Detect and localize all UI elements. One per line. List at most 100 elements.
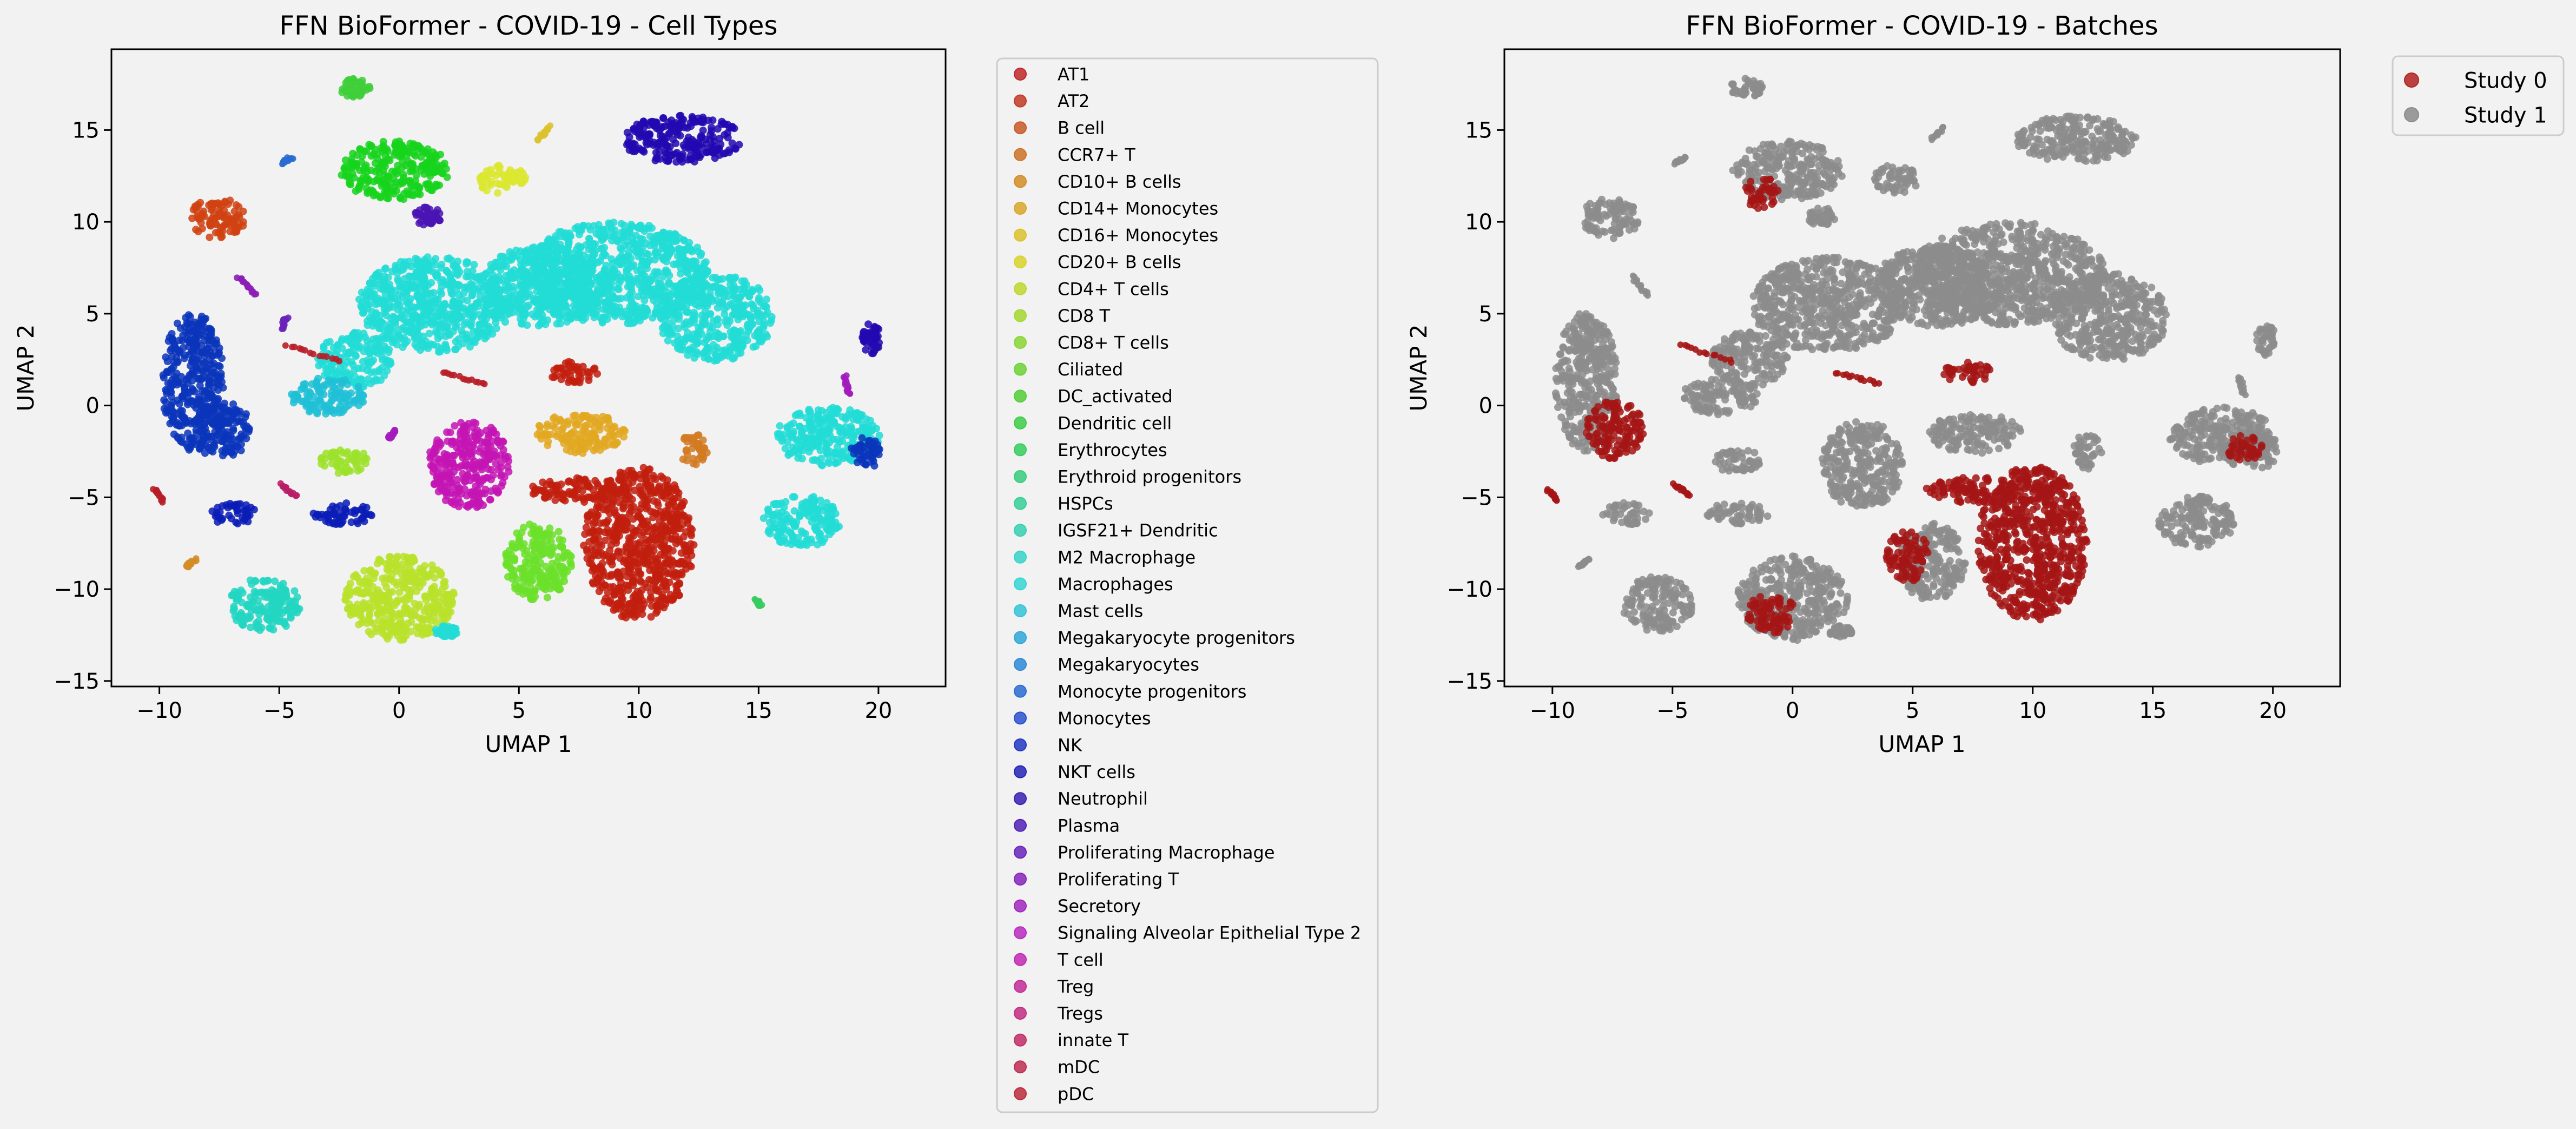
point: [365, 375, 372, 383]
point: [168, 408, 176, 416]
point: [391, 602, 399, 610]
point: [395, 291, 404, 299]
point: [409, 554, 418, 562]
point: [459, 340, 467, 348]
point: [168, 330, 176, 338]
point: [698, 293, 706, 301]
point: [422, 164, 431, 172]
point: [604, 295, 612, 303]
point: [593, 370, 601, 378]
point: [465, 448, 473, 456]
point: [224, 200, 232, 208]
point: [475, 329, 484, 337]
point: [614, 295, 622, 303]
point: [521, 550, 529, 558]
point: [352, 571, 360, 579]
point: [242, 410, 250, 418]
point: [481, 307, 490, 315]
point: [562, 229, 570, 237]
point: [542, 257, 550, 265]
point: [616, 427, 624, 435]
point: [211, 402, 219, 410]
point: [620, 556, 629, 564]
point: [427, 279, 435, 287]
point: [576, 258, 584, 266]
point: [443, 492, 451, 500]
point: [215, 362, 223, 369]
point: [689, 275, 697, 283]
point: [492, 460, 500, 468]
point: [639, 285, 646, 292]
point: [440, 579, 448, 587]
point: [674, 293, 682, 300]
point: [424, 289, 432, 297]
point: [341, 596, 349, 604]
point: [181, 385, 189, 393]
point: [162, 398, 170, 406]
point: [537, 289, 545, 297]
point: [346, 180, 354, 188]
point: [162, 353, 170, 361]
point: [603, 506, 611, 514]
point: [430, 289, 438, 297]
point: [512, 246, 520, 254]
point: [468, 423, 477, 431]
point: [236, 417, 245, 425]
point: [452, 323, 459, 331]
point: [718, 299, 726, 307]
point: [611, 506, 619, 514]
point: [359, 298, 367, 306]
point: [431, 465, 439, 473]
point: [585, 377, 593, 384]
point: [738, 277, 746, 285]
point: [624, 248, 632, 256]
point: [658, 245, 666, 253]
point: [386, 358, 394, 366]
point: [637, 578, 645, 586]
point: [706, 333, 714, 341]
point: [686, 530, 695, 538]
point: [646, 277, 655, 285]
point: [472, 482, 480, 490]
point: [384, 274, 392, 281]
point: [371, 368, 379, 376]
point: [726, 280, 734, 288]
point: [674, 337, 682, 345]
point: [562, 249, 570, 257]
point: [400, 635, 407, 643]
point: [752, 342, 760, 351]
point: [336, 370, 345, 378]
point: [529, 567, 537, 576]
point: [535, 527, 543, 535]
point: [429, 450, 437, 458]
point: [464, 503, 472, 511]
point: [361, 147, 368, 155]
point: [400, 174, 408, 182]
point: [428, 561, 436, 569]
point: [453, 270, 461, 278]
point: [664, 512, 672, 520]
point: [486, 496, 494, 504]
point: [585, 235, 593, 243]
point: [452, 338, 460, 346]
point: [530, 559, 538, 567]
point: [487, 466, 496, 474]
point: [622, 514, 630, 522]
point: [402, 572, 411, 580]
point: [559, 369, 567, 378]
point: [217, 378, 226, 386]
point: [470, 261, 478, 269]
point: [219, 227, 227, 235]
point: [419, 306, 427, 314]
point: [470, 457, 478, 465]
point: [497, 266, 505, 274]
point: [239, 218, 247, 226]
point: [519, 590, 527, 598]
point: [541, 585, 550, 593]
point: [605, 599, 613, 607]
point: [505, 298, 513, 306]
point: [226, 436, 234, 444]
point: [616, 260, 624, 268]
point: [198, 387, 206, 395]
point: [669, 237, 677, 246]
